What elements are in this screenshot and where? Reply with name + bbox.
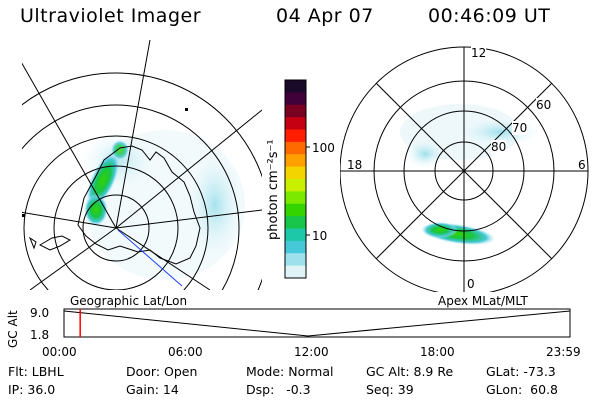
alt-ytick-1-8: 1.8 xyxy=(30,328,50,342)
alt-ytick-9: 9.0 xyxy=(30,306,50,320)
mlat-label-60: 60 xyxy=(536,98,552,112)
date-label: 04 Apr 07 xyxy=(276,5,374,27)
colorbar-swatch xyxy=(285,104,306,118)
colorbar-swatch xyxy=(285,141,306,155)
info-flt: Flt: LBHL xyxy=(8,364,64,379)
colorbar-swatch xyxy=(285,179,306,192)
colorbar-swatch xyxy=(285,154,306,168)
colorbar-swatch xyxy=(285,228,306,242)
info-gain: Gain: 14 xyxy=(126,382,179,397)
altitude-plot xyxy=(63,308,571,338)
colorbar-swatch xyxy=(285,191,306,205)
apex-map-label: Apex MLat/MLT xyxy=(438,294,528,308)
info-seq: Seq: 39 xyxy=(366,382,414,397)
mlt-label-18: 18 xyxy=(347,158,363,172)
colorbar-swatch xyxy=(285,240,306,254)
colorbar-tick-100: 100 xyxy=(312,141,335,155)
apex-polar-plot xyxy=(340,46,589,292)
colorbar-swatch xyxy=(285,80,306,93)
mlt-label-0: 0 xyxy=(467,277,475,291)
geo-map-label: Geographic Lat/Lon xyxy=(70,294,188,308)
mlat-label-80: 80 xyxy=(491,140,507,154)
info-door: Door: Open xyxy=(126,364,198,379)
info-glat: GLat: -73.3 xyxy=(486,364,556,379)
colorbar-swatch xyxy=(285,117,306,130)
info-mode: Mode: Normal xyxy=(246,364,334,379)
alt-xtick-2359: 23:59 xyxy=(546,345,581,359)
time-label: 00:46:09 UT xyxy=(428,5,551,27)
alt-xtick-0000: 00:00 xyxy=(42,345,77,359)
apex-aurora-image xyxy=(400,104,540,246)
colorbar-swatch xyxy=(285,129,306,143)
colorbar-swatch xyxy=(285,203,306,217)
colorbar-swatch xyxy=(285,166,306,180)
colorbar-swatch xyxy=(285,265,306,279)
mlt-label-6: 6 xyxy=(578,158,586,172)
info-dsp: Dsp: -0.3 xyxy=(246,382,311,397)
mlt-label-12: 12 xyxy=(471,46,487,60)
info-glon: GLon: 60.8 xyxy=(486,382,558,397)
colorbar-swatch xyxy=(285,216,306,229)
alt-xtick-1200: 12:00 xyxy=(294,345,329,359)
colorbar-swatch xyxy=(285,92,306,106)
colorbar-unit-label: photon cm⁻²s⁻¹ xyxy=(266,139,281,240)
colorbar-swatch xyxy=(285,253,306,267)
colorbar-tick-10: 10 xyxy=(312,229,328,243)
info-gc-alt: GC Alt: 8.9 Re xyxy=(366,364,454,379)
mlat-label-70: 70 xyxy=(512,121,528,135)
alt-xtick-1800: 18:00 xyxy=(420,345,455,359)
alt-plot-ylabel: GC Alt xyxy=(6,310,20,348)
alt-xtick-0600: 06:00 xyxy=(168,345,203,359)
colorbar xyxy=(284,79,310,279)
instrument-title: Ultraviolet Imager xyxy=(20,5,202,27)
info-ip: IP: 36.0 xyxy=(8,382,56,397)
geo-map-image xyxy=(22,40,262,290)
geographic-map xyxy=(22,40,262,290)
